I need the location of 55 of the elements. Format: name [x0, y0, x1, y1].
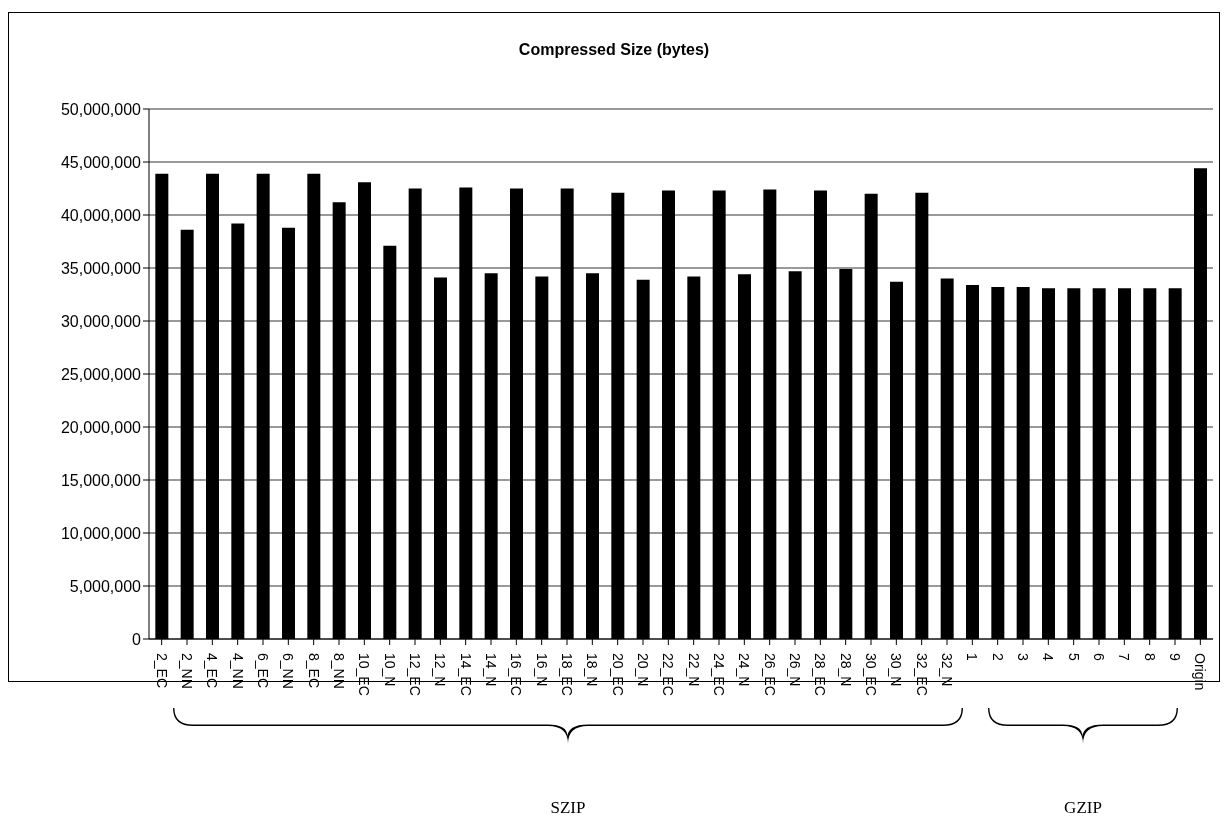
x-tick-label: 16_N [533, 653, 550, 687]
x-tick-label: 26_EC [761, 653, 778, 696]
x-tick-label: 18_N [584, 653, 601, 687]
x-tick-label: 18_EC [559, 653, 575, 696]
chart-title: Compressed Size (bytes) [517, 41, 711, 60]
x-tick-label: 2 [989, 653, 1006, 661]
x-tick-label: 2_EC [153, 653, 170, 689]
x-tick-label: 7 [1116, 653, 1133, 661]
y-tick-label: 50,000,000 [60, 100, 142, 118]
x-tick-label: 6_NN [280, 653, 297, 689]
x-tick-label: 9 [1167, 653, 1183, 661]
text: SZIP [550, 798, 586, 817]
y-tick-label: 15,000,000 [60, 471, 142, 489]
x-tick-label: 30_N [888, 653, 905, 687]
x-tick-label: 8 [1141, 653, 1158, 661]
x-tick-label: 8_NN [331, 653, 347, 689]
x-tick-label: 12_N [432, 653, 449, 687]
x-tick-label: 12_EC [407, 653, 423, 696]
x-tick-label: 4_EC [204, 653, 221, 689]
x-tick-label: 22_EC [660, 653, 677, 696]
x-tick-label: 24_EC [711, 653, 727, 696]
x-tick-label: 10_EC [356, 653, 373, 696]
x-tick-label: 1 [964, 653, 981, 661]
x-tick-label: 4_NN [229, 653, 246, 689]
x-tick-label: 5 [1065, 653, 1082, 661]
x-tick-label: 8_EC [305, 653, 322, 689]
x-tick-label: 6_EC [255, 653, 271, 689]
y-tick-label: 45,000,000 [60, 153, 142, 171]
y-tick-label: 30,000,000 [60, 312, 142, 330]
x-tick-label: 3 [1015, 653, 1031, 661]
x-tick-label: 22_N [685, 653, 702, 687]
x-tick-label: 24_N [736, 653, 753, 687]
x-tick-label: 4 [1040, 653, 1057, 661]
y-tick-label: 25,000,000 [60, 365, 142, 383]
y-tick-label: 5,000,000 [69, 577, 142, 595]
x-tick-label: 6 [1091, 653, 1107, 661]
y-tick-label: 40,000,000 [60, 206, 142, 224]
x-tick-label: 10_N [381, 653, 398, 687]
y-tick-label: 0 [132, 630, 142, 648]
y-tick-label: 20,000,000 [60, 418, 142, 436]
x-tick-label: 30_EC [863, 653, 879, 696]
text: GZIP [1064, 798, 1102, 817]
x-tick-label: 28_N [837, 653, 854, 687]
x-tick-label: 14_N [483, 653, 499, 687]
x-tick-label: 32_N [939, 653, 955, 687]
x-tick-label: 14_EC [457, 653, 474, 696]
x-tick-label: 20_N [635, 653, 651, 687]
x-tick-label: 28_EC [812, 653, 829, 696]
x-tick-label: 2_NN [179, 653, 195, 689]
x-tick-label: 32_EC [913, 653, 930, 696]
x-tick-label: 16_EC [508, 653, 525, 696]
y-tick-label: 10,000,000 [60, 524, 142, 542]
x-tick-label: 26_N [787, 653, 803, 687]
y-tick-label: 35,000,000 [60, 259, 142, 277]
x-tick-label: 20_EC [609, 653, 626, 696]
